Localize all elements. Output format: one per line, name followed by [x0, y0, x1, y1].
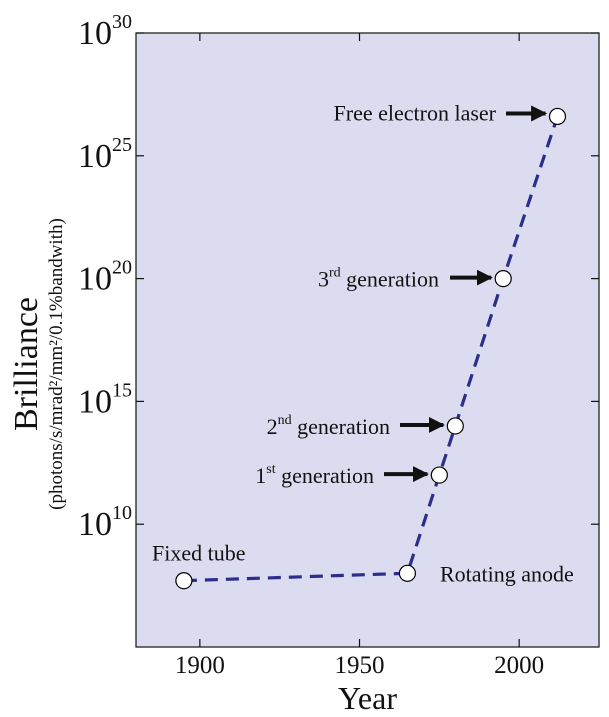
data-point [446, 417, 464, 435]
x-tick-label: 1900 [175, 652, 225, 679]
x-tick-label: 2000 [494, 652, 544, 679]
plot-area [136, 33, 599, 647]
annotation-arrows [384, 105, 548, 483]
annotation-label: Fixed tube [152, 541, 246, 566]
annotations: Fixed tube Rotating anode 1st generation 2n… [152, 100, 574, 586]
data-point [175, 572, 193, 590]
y-tick-label: 1015 [78, 379, 132, 420]
data-point [494, 270, 512, 288]
data-point [430, 466, 448, 484]
x-tick-labels: 1900 1950 2000 [175, 652, 544, 679]
data-point [398, 564, 417, 582]
plot-frame [135, 32, 600, 648]
y-tick-label: 1030 [78, 11, 132, 52]
y-axis-units: (photons/s/mrad²/mm²/0.1%bandwith) [46, 218, 67, 510]
annotation-label: 2nd generation [267, 413, 390, 439]
annotation-label: Free electron laser [334, 100, 497, 125]
y-tick-labels: 1010 1015 1020 1025 1030 [78, 11, 132, 543]
y-axis-label: Brilliance [8, 297, 45, 431]
y-tick-label: 1020 [78, 257, 132, 298]
x-axis-label: Year [338, 680, 397, 716]
data-point [548, 107, 567, 126]
data-markers [175, 107, 567, 590]
x-tick-label: 1950 [335, 652, 385, 679]
annotation-label: 1st generation [255, 462, 374, 488]
y-tick-label: 1010 [78, 502, 132, 543]
annotation-label: 3rd generation [318, 266, 439, 292]
y-tick-label: 1025 [78, 134, 132, 175]
annotation-label: Rotating anode [440, 561, 574, 586]
